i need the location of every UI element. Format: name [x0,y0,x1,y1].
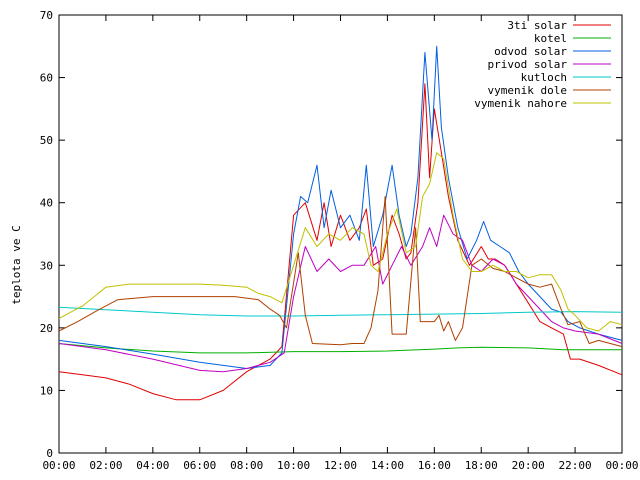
legend-label-odvod-solar: odvod solar [494,45,567,58]
y-tick-label: 20 [40,322,53,335]
series-line-vymenik-dole [58,196,623,348]
y-tick-label: 30 [40,259,53,272]
x-tick-label: 06:00 [183,459,216,472]
x-tick-label: 12:00 [324,459,357,472]
legend-label-vymenik-nahore: vymenik nahore [474,97,567,110]
x-tick-label: 22:00 [559,459,592,472]
legend-label-3ti-solar: 3ti solar [507,19,567,32]
x-tick-label: 14:00 [371,459,404,472]
x-tick-label: 08:00 [230,459,263,472]
x-tick-label: 04:00 [136,459,169,472]
y-tick-label: 60 [40,72,53,85]
x-tick-label: 18:00 [465,459,498,472]
y-axis-label: teplota ve C [10,225,23,304]
legend-label-vymenik-dole: vymenik dole [488,84,567,97]
y-tick-label: 50 [40,134,53,147]
series-line-kotel [58,343,622,354]
x-tick-label: 20:00 [512,459,545,472]
legend-label-privod-solar: privod solar [488,58,568,71]
x-tick-label: 02:00 [89,459,122,472]
y-tick-label: 10 [40,384,53,397]
series-line-vymenik-nahore [58,152,623,332]
y-tick-label: 0 [46,447,53,460]
y-axis-label-group: teplota ve C [10,225,23,304]
x-tick-label: 00:00 [605,459,638,472]
axis-ticks: 00:00 02:00 04:00 06:00 08:00 10:00 12:00 14:00… [40,9,639,472]
series-layer [58,45,623,401]
series-line-odvod-solar [58,45,623,369]
x-tick-label: 16:00 [418,459,451,472]
y-tick-label: 40 [40,197,53,210]
series-line-kutloch [58,306,623,317]
x-tick-label: 00:00 [42,459,75,472]
series-line-privod-solar [58,214,623,373]
legend-label-kotel: kotel [534,32,567,45]
y-tick-label: 70 [40,9,53,22]
series-line-3ti-solar [58,83,623,401]
x-tick-label: 10:00 [277,459,310,472]
legend-label-kutloch: kutloch [521,71,567,84]
